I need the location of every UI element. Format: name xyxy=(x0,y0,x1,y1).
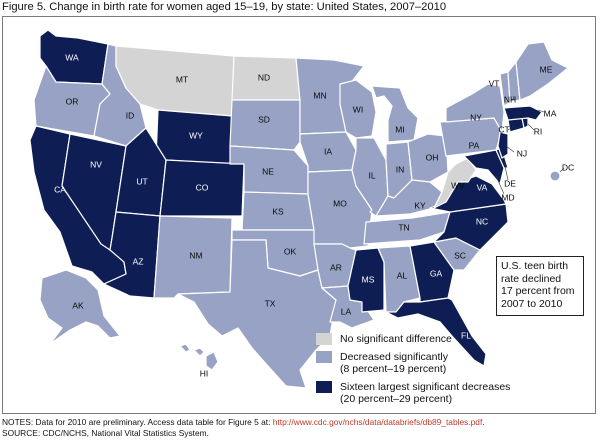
state-wi xyxy=(339,79,377,139)
state-label-oh: OH xyxy=(426,152,439,162)
state-dc xyxy=(549,170,561,182)
leader-line-de xyxy=(503,161,509,181)
legend-swatch-none xyxy=(316,333,332,345)
notes-text: NOTES: Data for 2010 are preliminary. Ac… xyxy=(2,417,273,427)
state-label-or: OR xyxy=(66,96,79,106)
legend-label: No significant difference xyxy=(340,333,452,345)
state-label-fl: FL xyxy=(461,330,471,340)
state-label-wi: WI xyxy=(353,104,363,114)
data-table-link[interactable]: http://www.cdc.gov/nchs/data/databriefs/… xyxy=(272,417,483,427)
state-ma xyxy=(503,105,543,121)
leader-line-nj xyxy=(505,145,515,153)
state-label-sd: SD xyxy=(258,114,270,124)
callout-line-2: rate declined xyxy=(501,272,562,285)
state-label-ma: MA xyxy=(544,108,557,118)
legend-swatch-decreased xyxy=(316,351,332,363)
figure-title: Figure 5. Change in birth rate for women… xyxy=(2,1,447,13)
state-label-ga: GA xyxy=(430,268,443,278)
state-label-ia: IA xyxy=(324,146,332,156)
state-label-ct: CT xyxy=(498,124,509,134)
state-label-ne: NE xyxy=(262,166,274,176)
state-tx xyxy=(177,239,337,389)
state-ny xyxy=(445,83,505,133)
state-label-pa: PA xyxy=(469,140,480,150)
callout-line-1: U.S. teen birth xyxy=(501,260,569,272)
state-il xyxy=(351,137,389,217)
state-label-nh: NH xyxy=(504,94,516,104)
legend-sublabel: (20 percent–29 percent) xyxy=(340,393,453,405)
state-label-ri: RI xyxy=(534,126,543,136)
state-label-wa: WA xyxy=(65,52,79,62)
state-label-co: CO xyxy=(196,182,209,192)
state-hi xyxy=(179,343,219,371)
state-label-vt: VT xyxy=(489,78,500,88)
state-label-hi: HI xyxy=(200,368,209,378)
state-label-ut: UT xyxy=(136,176,147,186)
state-label-ak: AK xyxy=(72,300,84,310)
state-label-il: IL xyxy=(368,170,375,180)
state-label-al: AL xyxy=(397,270,408,280)
state-label-mt: MT xyxy=(176,74,188,84)
state-ky xyxy=(375,179,443,217)
state-label-md: MD xyxy=(501,192,514,202)
state-label-mo: MO xyxy=(333,198,347,208)
state-label-de: DE xyxy=(504,178,516,188)
state-label-ms: MS xyxy=(362,274,375,284)
state-label-id: ID xyxy=(126,110,135,120)
state-label-ks: KS xyxy=(272,206,284,216)
state-label-mi: MI xyxy=(395,124,404,134)
state-label-in: IN xyxy=(396,164,405,174)
legend-label: Sixteen largest significant decreases xyxy=(340,381,511,393)
state-label-dc: DC xyxy=(562,162,574,172)
state-label-ky: KY xyxy=(414,200,426,210)
state-label-la: LA xyxy=(341,306,352,316)
state-co xyxy=(159,159,245,217)
state-label-nd: ND xyxy=(258,72,270,82)
state-label-tn: TN xyxy=(398,222,409,232)
state-ak xyxy=(39,269,121,345)
source-line: SOURCE: CDC/NCHS, National Vital Statist… xyxy=(2,427,209,438)
state-mi xyxy=(371,85,419,143)
legend-label: Decreased significantly xyxy=(340,351,448,363)
state-label-ar: AR xyxy=(330,262,342,272)
state-label-mn: MN xyxy=(313,90,326,100)
state-label-tx: TX xyxy=(265,298,276,308)
state-fl xyxy=(385,297,487,367)
state-me xyxy=(515,41,569,101)
leader-line-md xyxy=(495,175,505,195)
notes-suffix: . xyxy=(482,417,485,427)
state-label-va: VA xyxy=(477,182,488,192)
state-label-me: ME xyxy=(540,64,553,74)
legend-swatch-largest xyxy=(316,381,332,393)
state-label-ny: NY xyxy=(470,112,482,122)
leader-line-dc xyxy=(559,167,565,173)
legend-sublabel: (8 percent–19 percent) xyxy=(340,363,447,375)
state-label-nm: NM xyxy=(189,250,202,260)
state-label-nc: NC xyxy=(476,216,488,226)
state-label-ca: CA xyxy=(54,184,66,194)
state-label-az: AZ xyxy=(133,256,144,266)
state-wv xyxy=(433,157,477,209)
leader-line-ma xyxy=(537,109,545,113)
state-label-wv: WV xyxy=(451,180,465,190)
leader-line-nh xyxy=(512,95,515,101)
state-label-wy: WY xyxy=(189,130,203,140)
state-label-nv: NV xyxy=(90,159,102,169)
figure-notes: NOTES: Data for 2010 are preliminary. Ac… xyxy=(2,417,598,438)
national-summary-callout: U.S. teen birth rate declined 17 percent… xyxy=(496,256,584,316)
state-label-sc: SC xyxy=(454,250,466,260)
leader-line-ri xyxy=(527,123,535,131)
leader-line-ct xyxy=(507,125,515,131)
callout-line-4: 2007 to 2010 xyxy=(501,297,563,310)
state-label-nj: NJ xyxy=(517,148,527,158)
notes-line: NOTES: Data for 2010 are preliminary. Ac… xyxy=(2,417,598,428)
state-label-ok: OK xyxy=(284,246,297,256)
state-nj xyxy=(497,131,509,159)
callout-line-3: 17 percent from xyxy=(501,285,575,297)
state-sd xyxy=(229,99,301,151)
